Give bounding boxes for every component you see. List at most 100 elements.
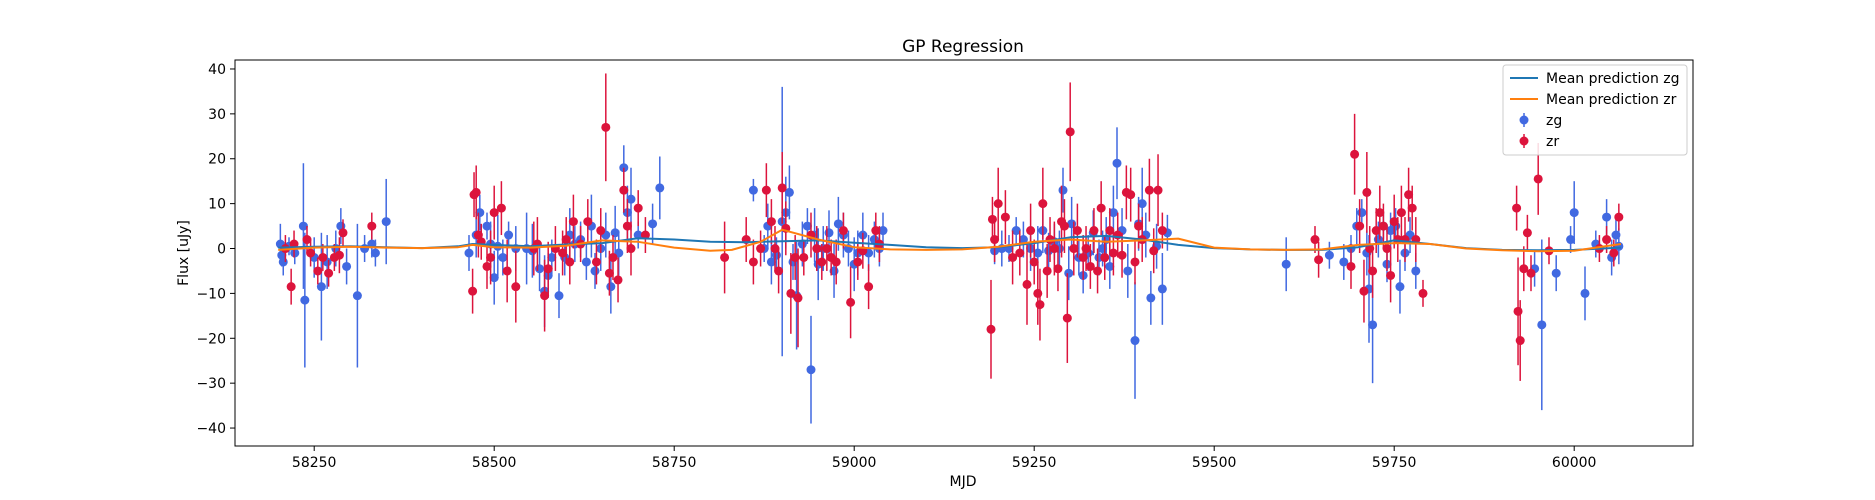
zr-point — [1000, 212, 1010, 222]
zr-point — [601, 122, 611, 132]
y-tick-label: 0 — [217, 242, 226, 258]
y-axis-label: Flux [uJy] — [176, 220, 192, 286]
zr-point — [1117, 250, 1127, 260]
zr-point — [1389, 217, 1399, 227]
zr-point — [1533, 174, 1543, 184]
zg-point — [1566, 235, 1576, 245]
zr-point — [1026, 226, 1036, 236]
legend-zr-marker — [1519, 136, 1529, 146]
x-tick-label: 59250 — [1012, 455, 1057, 471]
zg-point — [370, 248, 380, 258]
zr-point — [1404, 190, 1414, 200]
zr-point — [1153, 185, 1163, 195]
zr-point — [489, 208, 499, 218]
zr-point — [812, 244, 822, 254]
zr-point — [302, 235, 312, 245]
zr-point — [324, 268, 334, 278]
zg-point — [278, 257, 288, 267]
zg-point — [1098, 244, 1108, 254]
zr-point — [756, 244, 766, 254]
zr-point — [770, 244, 780, 254]
zg-point — [475, 208, 485, 218]
zr-point — [1355, 221, 1365, 231]
zr-point — [626, 244, 636, 254]
zr-point — [561, 235, 571, 245]
zr-point — [1359, 286, 1369, 296]
zr-point — [790, 252, 800, 262]
zg-point — [1411, 266, 1421, 276]
x-tick-label: 58750 — [652, 455, 697, 471]
zg-point — [1123, 266, 1133, 276]
zg-point — [535, 264, 545, 274]
zr-point — [1310, 235, 1320, 245]
zr-point — [1108, 248, 1118, 258]
zr-point — [1346, 261, 1356, 271]
legend-label-mean-zr: Mean prediction zr — [1546, 92, 1677, 108]
zg-point — [554, 291, 564, 301]
zr-point — [1602, 235, 1612, 245]
zg-point — [1395, 282, 1405, 292]
zg-point — [784, 187, 794, 197]
zr-point — [1375, 208, 1385, 218]
zr-point — [502, 266, 512, 276]
zr-point — [1022, 279, 1032, 289]
zr-point — [1035, 300, 1045, 310]
zr-point — [1144, 185, 1154, 195]
zr-point — [511, 282, 521, 292]
zr-point — [1418, 288, 1428, 298]
zr-point — [1371, 226, 1381, 236]
zr-point — [853, 257, 863, 267]
y-axis: −40 −30 −20 −10 0 10 20 30 40 — [196, 62, 235, 437]
zg-point — [1551, 268, 1561, 278]
zr-point — [846, 297, 856, 307]
zg-point — [606, 282, 616, 292]
zr-point — [496, 203, 506, 213]
zr-point — [864, 282, 874, 292]
zr-point — [604, 268, 614, 278]
zr-point — [1029, 257, 1039, 267]
zg-point — [824, 228, 834, 238]
zr-point — [993, 199, 1003, 209]
zr-point — [286, 282, 296, 292]
zg-point — [1157, 284, 1167, 294]
zr-point — [338, 228, 348, 238]
zr-point — [1149, 246, 1159, 256]
zr-point — [831, 257, 841, 267]
zr-point — [1053, 264, 1063, 274]
zg-point — [1368, 320, 1378, 330]
zg-point — [1146, 293, 1156, 303]
zr-point — [1126, 190, 1136, 200]
zr-point — [1407, 203, 1417, 213]
zr-point — [1065, 127, 1075, 137]
legend-label-zr: zr — [1546, 134, 1559, 150]
zg-point — [1611, 230, 1621, 240]
x-tick-label: 59750 — [1372, 455, 1417, 471]
zr-point — [1362, 187, 1372, 197]
y-tick-label: −30 — [196, 376, 226, 392]
x-tick-label: 59500 — [1192, 455, 1237, 471]
mean-prediction-zg-line — [278, 234, 1622, 252]
zr-point — [613, 275, 623, 285]
zg-point — [352, 291, 362, 301]
y-tick-label: −10 — [196, 286, 226, 302]
zr-point — [1069, 244, 1079, 254]
plot-area — [234, 59, 1694, 447]
zg-point — [1569, 208, 1579, 218]
zr-point — [1513, 306, 1523, 316]
zg-point — [581, 257, 591, 267]
legend-label-zg: zg — [1546, 113, 1562, 129]
zg-point — [1108, 208, 1118, 218]
x-axis: 58250 58500 58750 59000 59250 59500 59750 60000 — [292, 446, 1596, 471]
zr-point — [468, 286, 478, 296]
legend-box — [1502, 64, 1688, 156]
zr-point — [1512, 203, 1522, 213]
zr-point — [596, 226, 606, 236]
zr-point — [1396, 208, 1406, 218]
zr-point — [720, 252, 730, 262]
zg-point — [833, 219, 843, 229]
zr-point — [558, 248, 568, 258]
zr-point — [608, 252, 618, 262]
zr-point — [306, 248, 316, 258]
zg-point — [648, 219, 658, 229]
zg-point — [1537, 320, 1547, 330]
